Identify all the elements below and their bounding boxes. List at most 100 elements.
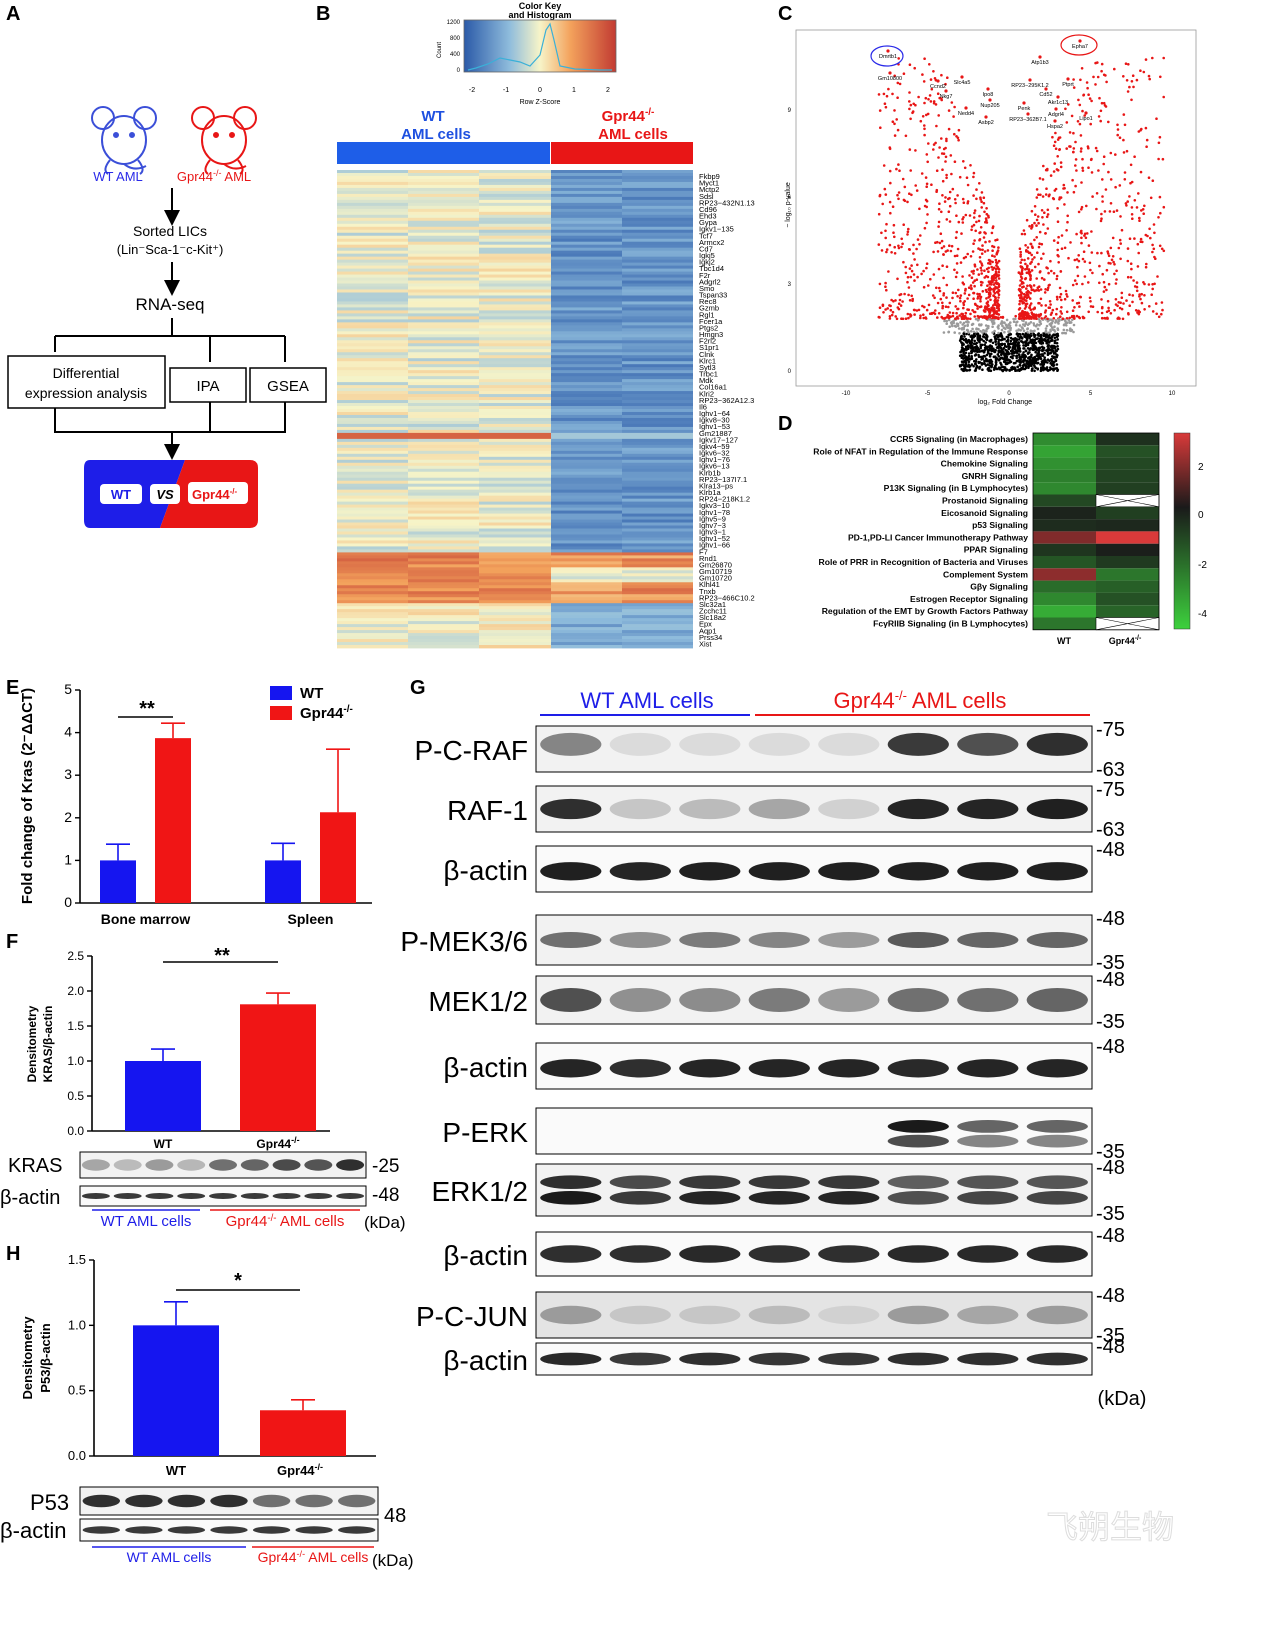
heatmap-cell: [622, 178, 693, 183]
volcano-point: [923, 226, 927, 230]
volcano-point: [1003, 330, 1006, 334]
volcano-highlight-point: [1038, 55, 1042, 59]
volcano-label: Ipo8: [983, 92, 994, 98]
volcano-point: [950, 172, 953, 176]
heatmap-cell: [622, 444, 693, 449]
gene-label: Ighv5−9: [699, 514, 726, 523]
volcano-highlight-point: [986, 87, 990, 91]
volcano-point: [1042, 363, 1046, 366]
volcano-point: [1046, 361, 1049, 364]
volcano-point: [955, 214, 958, 217]
volcano-point: [1048, 336, 1052, 339]
heatmap-cell: [337, 423, 408, 428]
volcano-point: [935, 124, 938, 128]
volcano-point: [903, 199, 907, 203]
volcano-point: [1026, 264, 1029, 268]
heatmap-cell: [622, 400, 693, 404]
volcano-point: [922, 316, 925, 320]
volcano-point: [1157, 315, 1161, 319]
heatmap-cell: [337, 420, 408, 425]
volcano-point: [900, 237, 903, 241]
volcano-point: [991, 316, 995, 320]
volcano-point: [969, 317, 972, 321]
volcano-point: [1048, 359, 1051, 363]
heatmap-cell: [551, 271, 622, 275]
volcano-point: [1034, 350, 1037, 354]
volcano-point: [912, 243, 915, 247]
volcano-point: [1139, 237, 1143, 241]
heatmap-cell: [408, 480, 479, 485]
volcano-point: [1092, 75, 1095, 79]
volcano-point: [937, 156, 940, 159]
heatmap-cell: [551, 579, 622, 583]
heatmap-cell: [479, 361, 551, 365]
volcano-point: [980, 191, 984, 194]
gene-label: Gm10720: [699, 574, 732, 583]
volcano-point: [1018, 284, 1022, 287]
heatmap-cell: [622, 301, 693, 305]
volcano-point: [883, 102, 887, 105]
gene-label: F2rl2: [699, 337, 716, 346]
volcano-point: [877, 93, 881, 96]
blot-band: [177, 1159, 206, 1171]
heatmap-cell: [551, 423, 622, 428]
volcano-point: [962, 201, 966, 204]
ipa-pathway-label: Prostanoid Signaling: [942, 496, 1028, 506]
volcano-point: [971, 281, 975, 284]
ipa-cell-ko: [1096, 506, 1159, 520]
volcano-point: [945, 283, 949, 287]
volcano-point: [1035, 188, 1039, 191]
volcano-point: [1112, 260, 1115, 264]
volcano-point: [1019, 253, 1022, 256]
heatmap-cell: [337, 537, 408, 541]
volcano-point: [1051, 355, 1054, 358]
volcano-point: [973, 345, 977, 349]
rnaseq-label: RNA-seq: [136, 295, 205, 314]
heatmap-cell: [337, 468, 408, 473]
volcano-point: [1107, 282, 1111, 286]
volcano-point: [1162, 249, 1166, 253]
heatmap-cell: [479, 376, 551, 380]
gene-label: Klra13−ps: [699, 481, 733, 490]
volcano-point: [1077, 259, 1081, 263]
heatmap-cell: [479, 459, 551, 464]
ipa-heatmap-cells: [1032, 432, 1160, 631]
heatmap-cell: [551, 397, 622, 401]
heatmap-cell: [408, 594, 479, 598]
volcano-point: [1120, 296, 1124, 300]
volcano-point: [958, 175, 962, 179]
volcano-point: [1072, 330, 1075, 334]
ipa-pathway-label: Regulation of the EMT by Growth Factors …: [822, 606, 1028, 616]
heatmap-cell: [622, 199, 693, 204]
volcano-point: [953, 105, 956, 109]
heatmap-cell: [551, 170, 622, 174]
heatmap-cell: [337, 382, 408, 386]
volcano-point: [1049, 174, 1053, 177]
heatmap-cell: [622, 483, 693, 488]
heatmap-cell: [408, 223, 479, 228]
volcano-point: [1102, 101, 1106, 105]
volcano-point: [878, 282, 882, 286]
heatmap-cell: [408, 385, 479, 389]
blot-kda-marker: -48: [1096, 969, 1125, 991]
volcano-point: [990, 277, 994, 281]
volcano-point: [1023, 232, 1027, 236]
heatmap-cell: [408, 570, 479, 574]
volcano-point: [1100, 251, 1103, 255]
volcano-label: Ccnd2: [930, 84, 946, 90]
heatmap-cell: [622, 337, 693, 341]
blot-band: [609, 1245, 671, 1263]
heatmap-cell: [479, 492, 551, 497]
volcano-point: [1042, 252, 1045, 256]
volcano-point: [910, 264, 913, 267]
blot-band: [338, 1494, 376, 1508]
blot-band: [957, 1245, 1019, 1263]
blot-row-label: β-actin: [0, 1518, 66, 1543]
ipa-cell-wt: [1033, 469, 1096, 483]
heatmap-cell: [551, 444, 622, 449]
heatmap-cell: [337, 633, 408, 637]
blot-band: [679, 732, 741, 756]
heatmap-cell: [408, 414, 479, 419]
heatmap-cell: [408, 349, 479, 353]
heatmap-cell: [408, 645, 479, 649]
